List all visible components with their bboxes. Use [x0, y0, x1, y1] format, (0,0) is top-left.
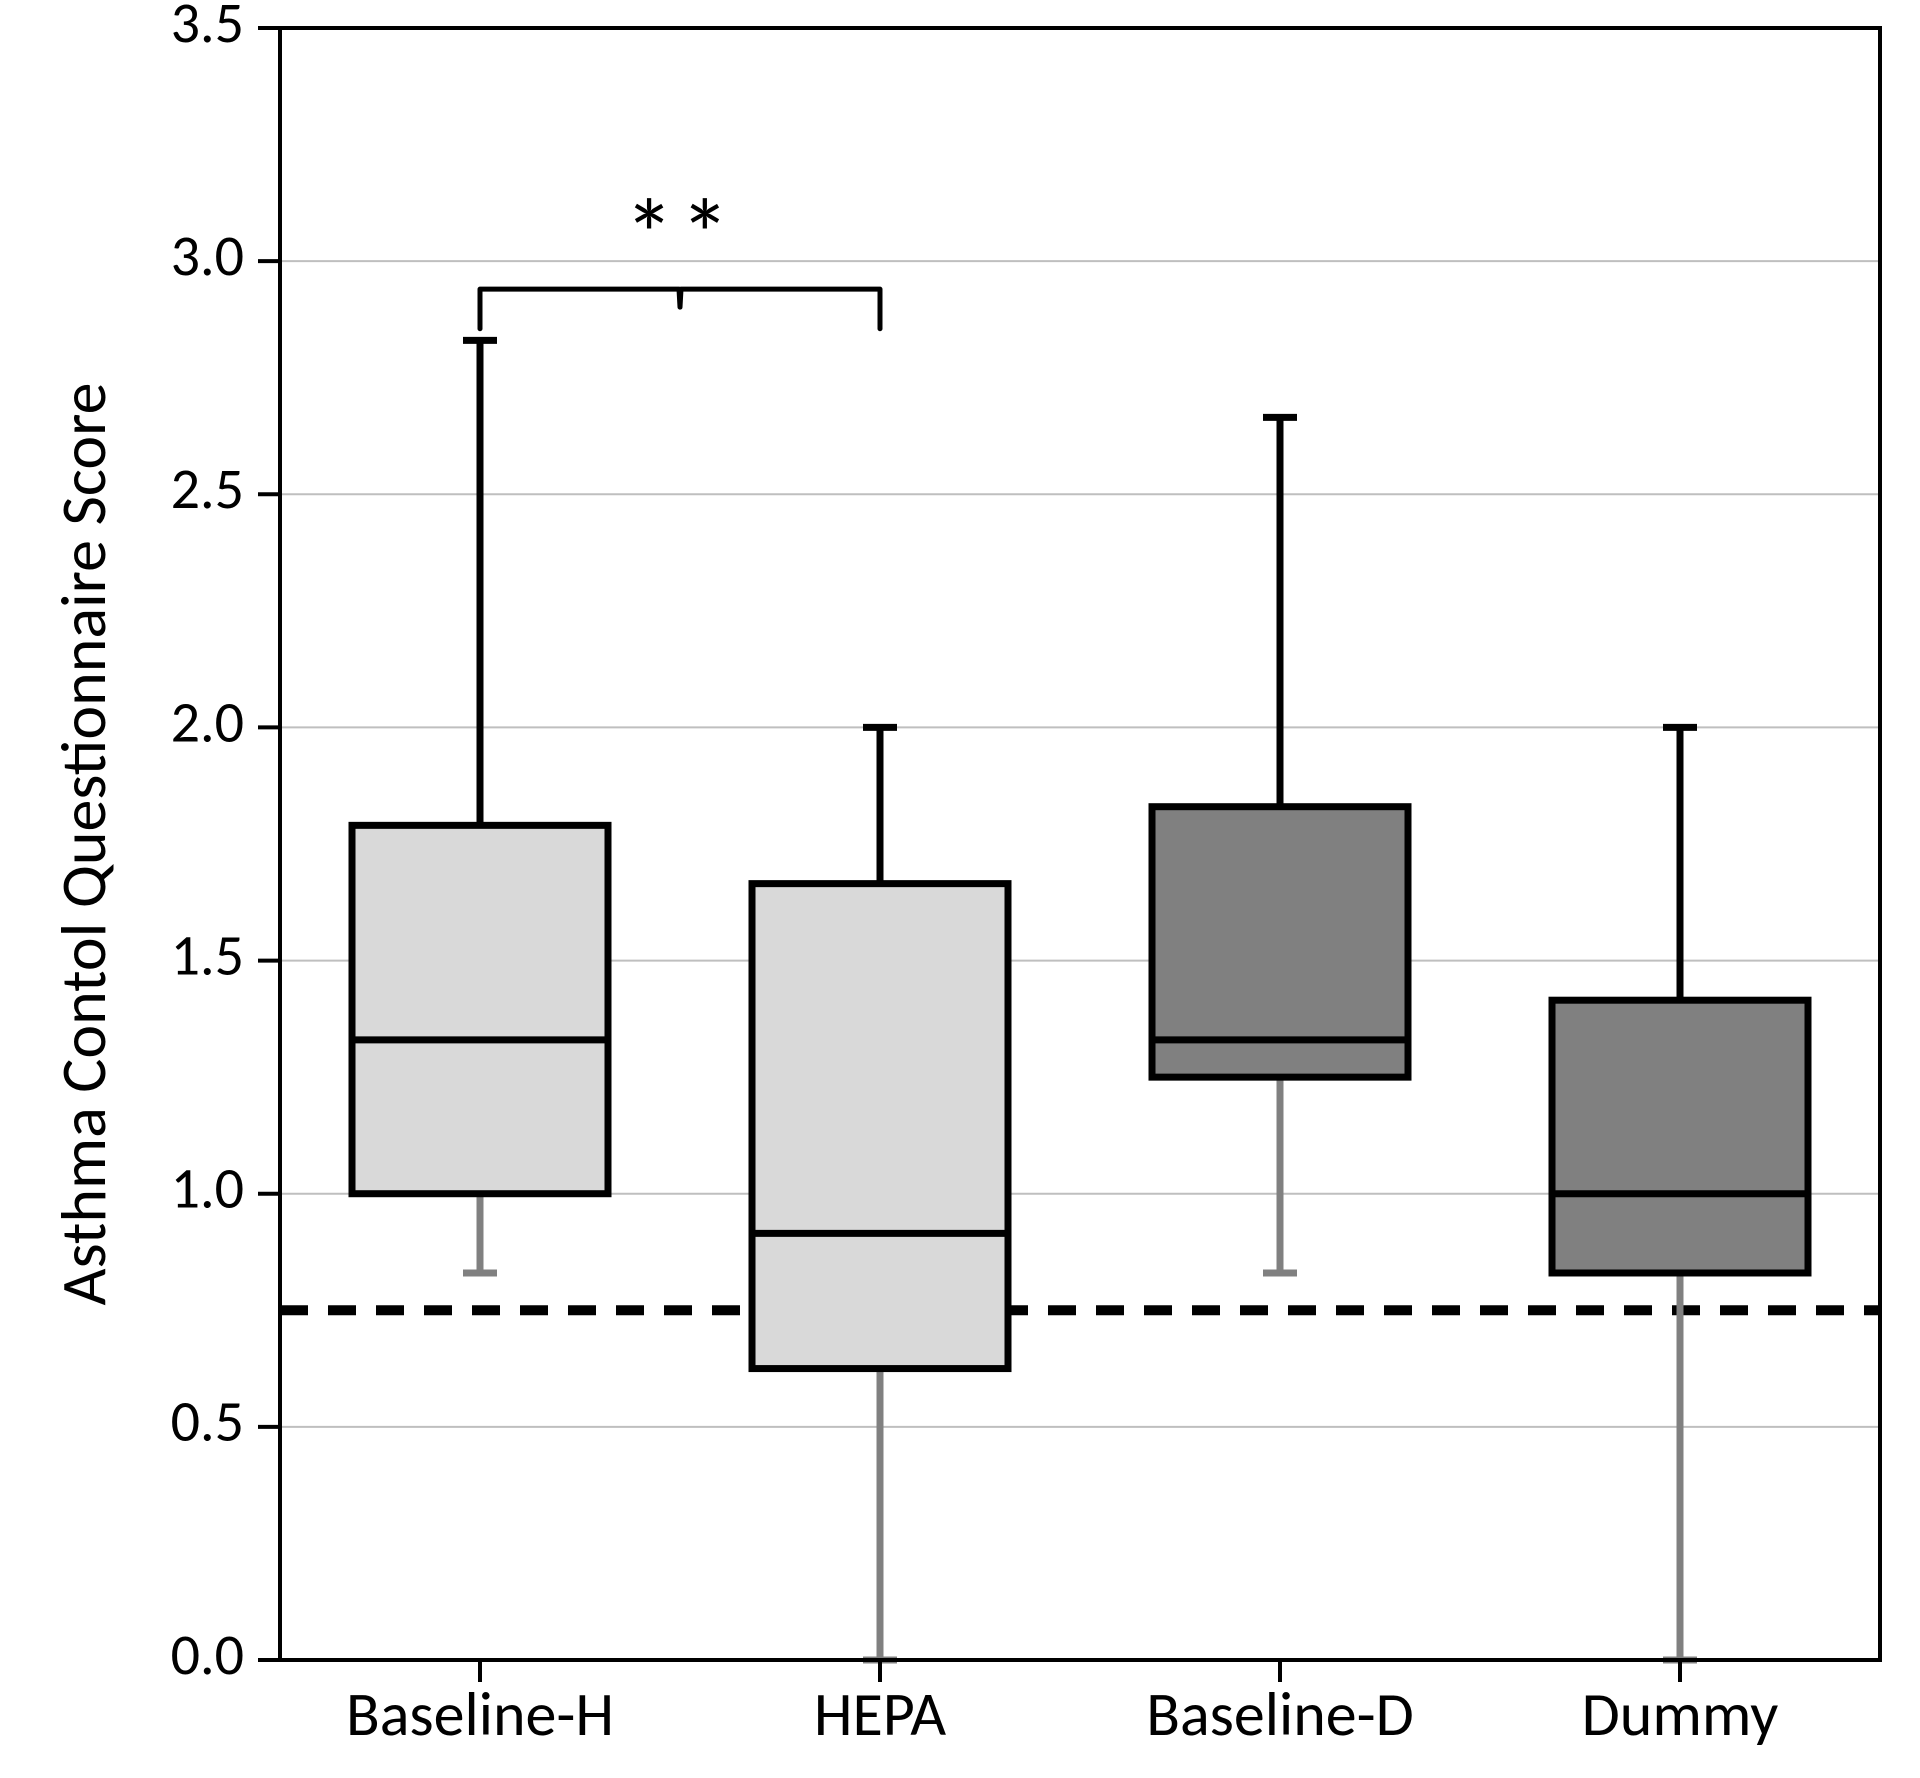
ytick-label: 1.0 — [171, 1153, 244, 1224]
boxplot-chart: 0.0 0.5 1.0 1.5 2.0 2.5 3.0 3.5 Baseline-H HEPA Ba… — [0, 0, 1920, 1778]
ytick-label: 1.5 — [171, 919, 244, 990]
xtick-label: Baseline-D — [1146, 1676, 1414, 1752]
ytick-label: 2.5 — [171, 453, 244, 524]
ytick-label: 3.5 — [171, 0, 244, 58]
ytick-label: 2.0 — [171, 686, 244, 757]
xtick-label: HEPA — [814, 1676, 946, 1752]
xtick-label: Dummy — [1582, 1676, 1779, 1752]
xtick-label: Baseline-H — [346, 1676, 614, 1752]
y-axis-label: Asthma Contol Questionnaire Score — [45, 383, 123, 1306]
significance-marker: ** — [624, 174, 736, 296]
ytick-label: 0.5 — [171, 1386, 244, 1457]
ytick-label: 3.0 — [171, 220, 244, 291]
ytick-label: 0.0 — [171, 1619, 244, 1690]
